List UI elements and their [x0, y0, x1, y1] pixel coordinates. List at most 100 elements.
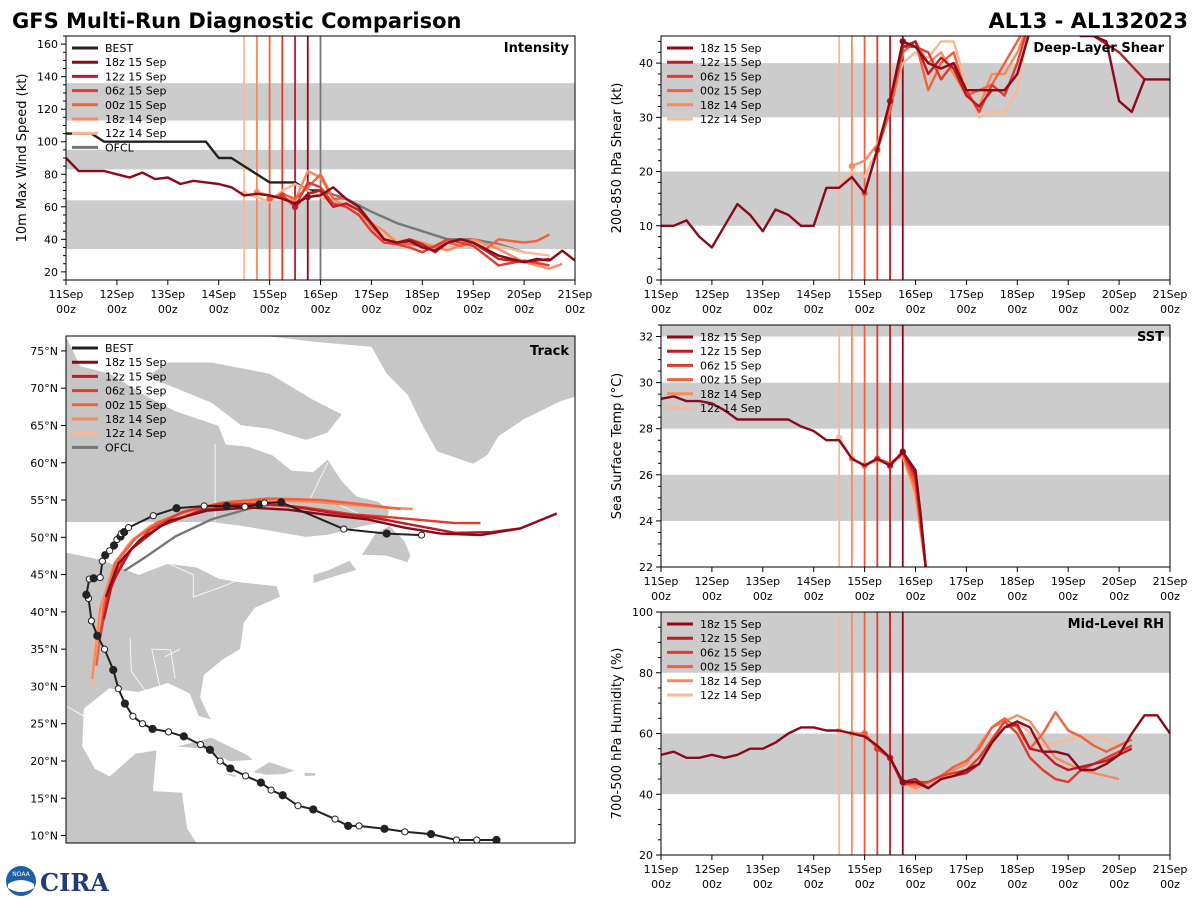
x-tick-label: 16Sep: [898, 288, 933, 301]
legend-label: 18z 14 Sep: [700, 99, 762, 112]
best-track-point: [89, 574, 98, 583]
latitude-tick-label: 25°N: [30, 718, 58, 731]
y-tick-label: 40: [639, 57, 653, 70]
legend-label: 18z 15 Sep: [700, 618, 762, 631]
y-tick-label: 140: [37, 71, 58, 84]
x-tick-label: 14Sep: [796, 863, 831, 876]
x-tick-label: 00z: [1109, 590, 1129, 603]
track-panel: 10°N 15°N 20°N 25°N 30°N 35°N 40°N 45°N 50°N 55°N…: [30, 335, 576, 844]
legend-label: 18z 14 Sep: [105, 113, 167, 126]
y-tick-label: 32: [639, 331, 653, 344]
panel-title: Mid-Level RH: [1068, 617, 1164, 632]
best-track-point: [149, 512, 157, 520]
latitude-tick-label: 15°N: [30, 792, 58, 805]
x-tick-label: 12Sep: [695, 575, 730, 588]
x-tick-label: 00z: [906, 878, 926, 891]
legend-label: 12z 15 Sep: [700, 56, 762, 69]
legend-label: OFCL: [105, 441, 135, 454]
track-18z-15-sep: [104, 506, 558, 598]
init-marker: [291, 203, 299, 210]
y-tick-label: 0: [646, 274, 653, 287]
series-lines: [661, 36, 1170, 249]
legend-label: 18z 14 Sep: [700, 675, 762, 688]
rh-panel: 20 40 60 80 100 700-500 hPa Humidity (%) 11Sep…: [610, 606, 1187, 891]
best-track-point: [138, 720, 146, 728]
x-tick-label: 00z: [158, 303, 178, 316]
legend-label: 12z 15 Sep: [700, 632, 762, 645]
x-tick-label: 00z: [702, 303, 722, 316]
legend-label: 18z 15 Sep: [700, 331, 762, 344]
x-tick-label: 19Sep: [1051, 288, 1086, 301]
storm-id: AL13 - AL132023: [989, 9, 1189, 33]
y-tick-label: 20: [639, 166, 653, 179]
latitude-tick-label: 35°N: [30, 643, 58, 656]
x-tick-label: 00z: [107, 303, 127, 316]
series-lines: [661, 395, 927, 567]
y-tick-label: 100: [632, 606, 653, 619]
intensity-band: [661, 171, 1170, 226]
legend-label: 06z 15 Sep: [700, 359, 762, 372]
best-track-point: [226, 764, 235, 773]
x-tick-label: 13Sep: [745, 575, 780, 588]
best-track-point: [124, 524, 133, 532]
panel-title: SST: [1137, 330, 1164, 345]
x-tick-label: 15Sep: [847, 863, 882, 876]
legend-label: 06z 15 Sep: [700, 646, 762, 659]
best-track-point: [426, 829, 436, 839]
y-tick-label: 30: [639, 111, 653, 124]
init-time-lines: [838, 36, 904, 280]
y-tick-label: 100: [37, 136, 58, 149]
x-tick-label: 16Sep: [303, 288, 338, 301]
init-time-lines: [838, 325, 904, 567]
x-tick-label: 11Sep: [644, 863, 679, 876]
x-tick-label: 00z: [957, 303, 977, 316]
best-track-point: [205, 745, 215, 754]
landmass-baffin: [145, 361, 343, 441]
x-tick-label: 20Sep: [1102, 863, 1137, 876]
best-track-point: [120, 527, 129, 537]
legend-label: 18z 15 Sep: [105, 56, 167, 69]
track-lines: [82, 497, 558, 843]
x-tick-label: 12Sep: [695, 288, 730, 301]
x-tick-label: 00z: [514, 303, 534, 316]
best-track-point: [172, 504, 181, 513]
x-tick-label: 17Sep: [949, 288, 984, 301]
best-track-point: [277, 498, 286, 507]
x-axis: 11Sep 00z 12Sep 00z 13Sep 00z 14Sep 00z 15Sep 00z…: [644, 855, 1187, 891]
x-tick-label: 14Sep: [796, 288, 831, 301]
x-tick-label: 17Sep: [949, 863, 984, 876]
best-track-point: [179, 732, 188, 741]
y-axis-label: 200-850 hPa Shear (kt): [610, 83, 625, 234]
x-tick-label: 00z: [1007, 303, 1027, 316]
political-border: [142, 551, 307, 598]
best-track-point: [216, 757, 224, 765]
legend-label: 12z 14 Sep: [105, 427, 167, 440]
x-tick-label: 17Sep: [949, 575, 984, 588]
x-tick-label: 00z: [957, 590, 977, 603]
x-tick-label: 16Sep: [898, 863, 933, 876]
x-tick-label: 00z: [1007, 590, 1027, 603]
x-tick-label: 00z: [702, 878, 722, 891]
x-tick-label: 00z: [957, 878, 977, 891]
x-tick-label: 00z: [906, 590, 926, 603]
intensity-panel: 20 40 60 80 100 120 140 160 10m Max Wind Speed (…: [15, 35, 593, 316]
latitude-tick-label: 75°N: [30, 345, 58, 358]
latitude-axis: 10°N 15°N 20°N 25°N 30°N 35°N 40°N 45°N 50°N 55°N…: [30, 345, 66, 843]
series-00z-15-sep: [269, 173, 551, 251]
y-axis: 0 10 20 30 40 200-850 hPa Shear (kt): [610, 40, 661, 287]
x-tick-label: 17Sep: [354, 288, 389, 301]
latitude-tick-label: 50°N: [30, 531, 58, 544]
x-tick-label: 00z: [311, 303, 331, 316]
init-marker: [848, 162, 856, 170]
best-track-point: [148, 724, 157, 734]
latitude-tick-label: 60°N: [30, 457, 58, 470]
y-axis: 20 40 60 80 100 700-500 hPa Humidity (%): [610, 606, 661, 862]
y-tick-label: 60: [639, 728, 653, 741]
noaa-badge-text: NOAA: [12, 871, 30, 878]
x-tick-label: 00z: [209, 303, 229, 316]
x-tick-label: 21Sep: [558, 288, 593, 301]
